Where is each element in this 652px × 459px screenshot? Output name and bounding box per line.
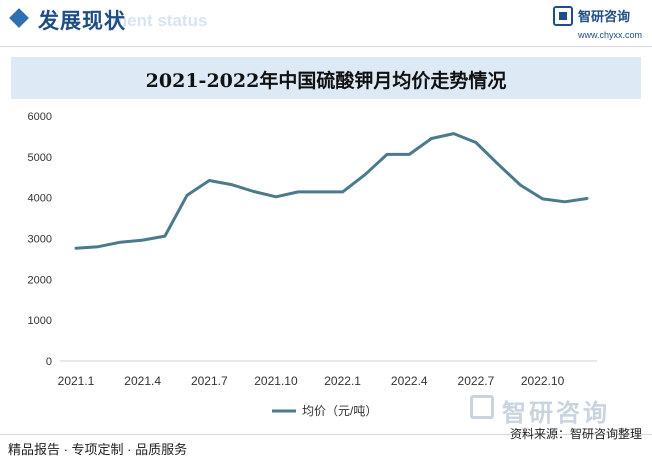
y-tick-label: 2000 — [28, 274, 52, 286]
footer-slogan: 精品报告 · 专项定制 · 品质服务 — [8, 442, 188, 457]
header: ment status 发展现状 智研咨询 www.chyxx.com — [0, 0, 652, 48]
source-note: 资料来源：智研咨询整理 — [509, 427, 642, 441]
x-tick-label: 2022.7 — [458, 374, 495, 388]
y-tick-label: 4000 — [28, 193, 52, 205]
legend-label: 均价（元/吨） — [302, 404, 377, 418]
x-tick-label: 2021.4 — [124, 374, 161, 388]
header-divider — [0, 46, 652, 47]
header-title: 发展现状 — [38, 10, 126, 33]
x-tick-label: 2022.1 — [324, 374, 361, 388]
y-tick-label: 6000 — [28, 111, 52, 123]
logo-url: www.chyxx.com — [578, 30, 643, 40]
x-tick-label: 2021.7 — [191, 374, 228, 388]
header-subtitle: ment status — [112, 11, 208, 30]
chart-title-band: 2021-2022年中国硫酸钾月均价走势情况 — [11, 57, 641, 99]
y-tick-label: 1000 — [28, 315, 52, 327]
y-tick-label: 5000 — [28, 152, 52, 164]
y-tick-label: 0 — [46, 356, 52, 368]
chart-title: 2021-2022年中国硫酸钾月均价走势情况 — [145, 70, 507, 92]
logo-icon — [553, 6, 573, 26]
watermark-logo-icon — [470, 395, 494, 419]
y-tick-label: 3000 — [28, 234, 52, 246]
x-tick-label: 2022.4 — [391, 374, 428, 388]
x-tick-label: 2022.10 — [521, 374, 565, 388]
x-tick-label: 2021.10 — [254, 374, 298, 388]
watermark-name: 智研咨询 — [502, 400, 610, 427]
footer-divider — [0, 434, 652, 435]
logo-name: 智研咨询 — [578, 9, 631, 24]
series-line — [74, 132, 589, 250]
x-tick-label: 2021.1 — [58, 374, 95, 388]
